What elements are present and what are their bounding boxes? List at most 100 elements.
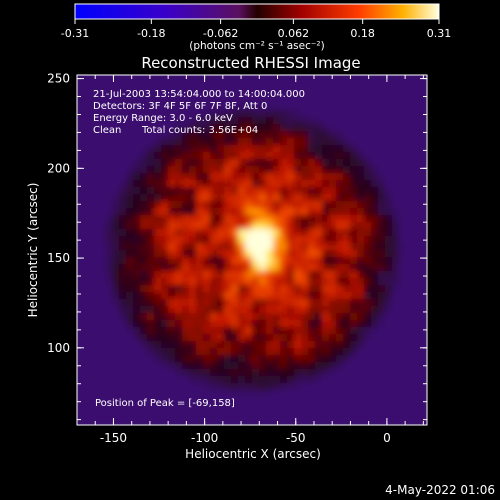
heatmap-cell — [294, 75, 302, 83]
heatmap-cell — [371, 215, 379, 223]
heatmap-cell — [308, 306, 316, 314]
heatmap-cell — [406, 383, 414, 391]
heatmap-cell — [196, 390, 204, 398]
heatmap-cell — [280, 390, 288, 398]
heatmap-cell — [238, 131, 246, 139]
heatmap-cell — [140, 306, 148, 314]
heatmap-cell — [84, 187, 92, 195]
heatmap-cell — [343, 355, 351, 363]
heatmap-cell — [294, 103, 302, 111]
heatmap-cell — [182, 208, 190, 216]
heatmap-cell — [161, 215, 169, 223]
heatmap-cell — [182, 222, 190, 230]
heatmap-cell — [287, 124, 295, 132]
heatmap-cell — [182, 229, 190, 237]
heatmap-cell — [322, 96, 330, 104]
heatmap-cell — [371, 145, 379, 153]
heatmap-cell — [105, 397, 113, 405]
heatmap-cell — [189, 145, 197, 153]
heatmap-cell — [343, 404, 351, 412]
heatmap-cell — [84, 138, 92, 146]
heatmap-cell — [147, 285, 155, 293]
heatmap-cell — [350, 397, 358, 405]
heatmap-cell — [224, 75, 232, 83]
colorbar-gradient — [74, 3, 440, 20]
heatmap-cell — [175, 271, 183, 279]
heatmap-cell — [364, 257, 372, 265]
heatmap-cell — [224, 362, 232, 370]
heatmap-cell — [161, 362, 169, 370]
heatmap-cell — [189, 376, 197, 384]
heatmap-cell — [252, 250, 260, 258]
heatmap-cell — [98, 313, 106, 321]
heatmap-cell — [385, 306, 393, 314]
heatmap-cell — [84, 250, 92, 258]
heatmap-cell — [105, 383, 113, 391]
heatmap-cell — [126, 404, 134, 412]
heatmap-cell — [266, 411, 274, 419]
heatmap-cell — [112, 201, 120, 209]
heatmap-cell — [378, 124, 386, 132]
heatmap-cell — [238, 271, 246, 279]
heatmap-cell — [343, 166, 351, 174]
heatmap-cell — [189, 250, 197, 258]
heatmap-cell — [98, 236, 106, 244]
heatmap-cell — [378, 334, 386, 342]
heatmap-cell — [238, 348, 246, 356]
heatmap-cell — [224, 327, 232, 335]
heatmap-cell — [140, 285, 148, 293]
heatmap-cell — [231, 152, 239, 160]
heatmap-cell — [399, 369, 407, 377]
heatmap-cell — [203, 411, 211, 419]
heatmap-cell — [133, 257, 141, 265]
heatmap-cell — [413, 194, 421, 202]
heatmap-cell — [385, 117, 393, 125]
heatmap-cell — [77, 341, 85, 349]
heatmap-cell — [175, 369, 183, 377]
heatmap-cell — [140, 418, 148, 425]
heatmap-cell — [322, 194, 330, 202]
heatmap-cell — [231, 411, 239, 419]
heatmap-cell — [273, 355, 281, 363]
heatmap-cell — [245, 215, 253, 223]
heatmap-cell — [77, 257, 85, 265]
heatmap-cell — [378, 215, 386, 223]
heatmap-cell — [175, 166, 183, 174]
heatmap-cell — [203, 124, 211, 132]
heatmap-cell — [245, 369, 253, 377]
heatmap-cell — [161, 131, 169, 139]
heatmap-cell — [371, 222, 379, 230]
heatmap-cell — [161, 383, 169, 391]
heatmap-cell — [231, 124, 239, 132]
heatmap-cell — [126, 110, 134, 118]
heatmap-cell — [196, 285, 204, 293]
heatmap-cell — [266, 138, 274, 146]
heatmap-cell — [126, 341, 134, 349]
heatmap-cell — [238, 166, 246, 174]
heatmap-cell — [273, 292, 281, 300]
heatmap-cell — [245, 159, 253, 167]
heatmap-cell — [245, 418, 253, 425]
heatmap-cell — [392, 320, 400, 328]
heatmap-cell — [350, 257, 358, 265]
heatmap-cell — [385, 369, 393, 377]
heatmap-cell — [315, 208, 323, 216]
heatmap-cell — [77, 229, 85, 237]
heatmap-cell — [266, 341, 274, 349]
heatmap-cell — [231, 404, 239, 412]
heatmap-cell — [301, 103, 309, 111]
heatmap-cell — [231, 187, 239, 195]
heatmap-cell — [175, 250, 183, 258]
heatmap-cell — [189, 117, 197, 125]
heatmap-cell — [371, 229, 379, 237]
heatmap-cell — [357, 215, 365, 223]
heatmap-cell — [252, 201, 260, 209]
heatmap-cell — [196, 82, 204, 90]
heatmap-cell — [112, 376, 120, 384]
heatmap-cell — [203, 180, 211, 188]
heatmap-cell — [301, 418, 309, 425]
heatmap-cell — [273, 390, 281, 398]
heatmap-cell — [203, 159, 211, 167]
heatmap-cell — [329, 243, 337, 251]
heatmap-cell — [105, 131, 113, 139]
